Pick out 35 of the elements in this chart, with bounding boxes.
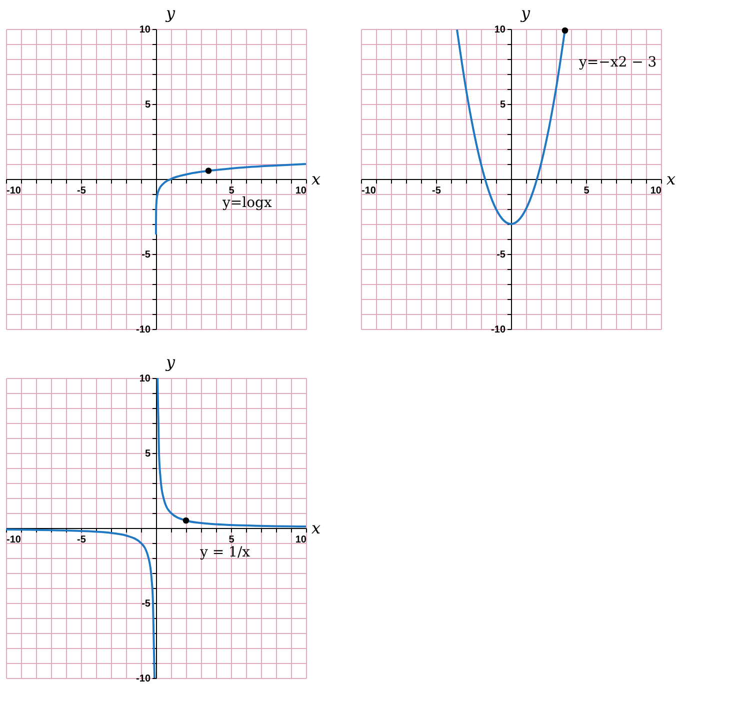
y-tick-label: -10 [136, 674, 151, 684]
x-tick-label: -5 [432, 186, 442, 196]
y-tick-label: 5 [500, 100, 506, 110]
x-tick-label: -5 [77, 186, 86, 196]
x-tick-label: -10 [6, 186, 22, 196]
line-series [156, 378, 306, 528]
x-axis-title: x [666, 170, 676, 188]
x-axis-title: x [311, 518, 320, 538]
y-tick-label: -10 [136, 324, 151, 336]
annotation: y=logx [222, 194, 272, 211]
y-tick-label: 10 [139, 24, 151, 36]
y-tick-label: 10 [139, 374, 151, 384]
x-tick-label: -10 [6, 534, 22, 546]
y-tick-label: 5 [144, 100, 151, 110]
x-tick-label: 5 [584, 186, 590, 196]
y-axis-title: y [520, 4, 531, 22]
y-tick-label: -5 [142, 598, 151, 610]
y-axis-title: y [164, 4, 176, 22]
annotation: y=−x2 − 3 [578, 54, 657, 70]
x-tick-label: 5 [228, 534, 235, 546]
x-tick-label: 10 [295, 186, 307, 196]
line-series [155, 163, 306, 236]
x-tick-label: 10 [295, 534, 307, 546]
annotation: y = 1/x [199, 544, 250, 560]
y-axis-title: y [164, 352, 176, 372]
y-tick-label: -5 [496, 250, 506, 260]
x-tick-label: -5 [77, 534, 86, 546]
x-tick-label: 5 [228, 186, 235, 196]
y-tick-label: 5 [144, 448, 151, 460]
y-tick-label: -10 [491, 324, 506, 336]
x-tick-label: -10 [362, 186, 376, 196]
y-tick-label: -5 [142, 250, 151, 260]
y-tick-label: 10 [494, 24, 506, 36]
x-axis-title: x [311, 170, 320, 188]
x-tick-label: 10 [650, 186, 662, 196]
